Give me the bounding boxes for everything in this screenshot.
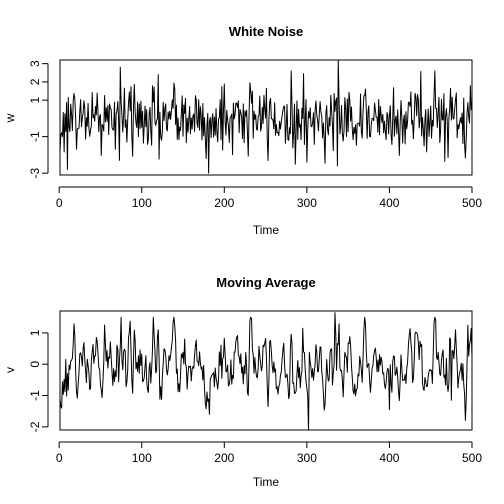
plot-frame bbox=[59, 310, 473, 431]
y-tick-label: 3 bbox=[28, 60, 42, 67]
x-tick-label: 500 bbox=[462, 196, 482, 210]
x-tick-label: 400 bbox=[379, 451, 399, 465]
chart-title: Moving Average bbox=[216, 275, 315, 290]
x-axis-label: Time bbox=[253, 223, 280, 237]
y-axis-label: w bbox=[3, 113, 17, 123]
y-tick-label: -3 bbox=[28, 168, 42, 179]
chart-title: White Noise bbox=[229, 24, 303, 39]
x-tick-label: 500 bbox=[462, 451, 482, 465]
x-tick-label: 100 bbox=[132, 196, 152, 210]
y-tick-label: 1 bbox=[28, 97, 42, 104]
x-tick-label: 300 bbox=[297, 196, 317, 210]
series-line-moving-average bbox=[59, 312, 473, 431]
x-ticks: 0 100 200 300 400 500 bbox=[56, 441, 482, 465]
x-tick-label: 400 bbox=[379, 196, 399, 210]
y-tick-label: 2 bbox=[28, 78, 42, 85]
x-tick-label: 200 bbox=[214, 451, 234, 465]
x-tick-label: 300 bbox=[297, 451, 317, 465]
x-axis-label: Time bbox=[253, 475, 280, 489]
y-ticks: -2 -1 0 1 bbox=[28, 329, 49, 432]
x-tick-label: 0 bbox=[56, 196, 63, 210]
series-line-white-noise bbox=[59, 59, 473, 174]
panel-white-noise: White Noise Time w 0 100 200 300 400 500 -3 -1… bbox=[3, 24, 482, 237]
y-tick-label: -1 bbox=[28, 131, 42, 142]
plot-frame bbox=[59, 59, 473, 176]
y-ticks: -3 -1 1 2 3 bbox=[28, 60, 49, 179]
y-axis-label: v bbox=[3, 367, 17, 373]
x-tick-label: 0 bbox=[56, 451, 63, 465]
y-tick-label: 1 bbox=[28, 329, 42, 336]
x-tick-label: 100 bbox=[132, 451, 152, 465]
y-tick-label: 0 bbox=[28, 361, 42, 368]
x-tick-label: 200 bbox=[214, 196, 234, 210]
panel-moving-average: Moving Average Time v 0 100 200 300 400 500 -… bbox=[3, 275, 482, 489]
y-tick-label: -1 bbox=[28, 390, 42, 401]
x-ticks: 0 100 200 300 400 500 bbox=[56, 186, 482, 210]
y-tick-label: -2 bbox=[28, 421, 42, 432]
